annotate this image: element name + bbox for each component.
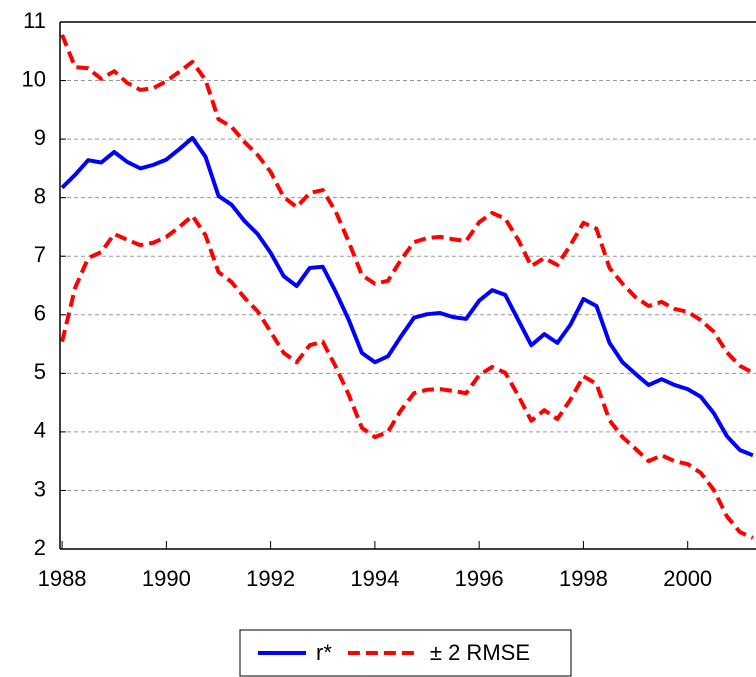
- y-tick-label: 4: [34, 418, 46, 443]
- line-series: [60, 213, 754, 540]
- y-tick-label: 10: [22, 66, 46, 91]
- legend-label: ± 2 RMSE: [430, 640, 530, 665]
- y-tick-label: 6: [34, 301, 46, 326]
- legend: r* ± 2 RMSE: [239, 629, 572, 677]
- x-tick-label: 1998: [559, 566, 608, 591]
- y-tick-label: 11: [23, 8, 46, 33]
- y-tick-label: 7: [34, 242, 46, 267]
- x-tick-label: 2000: [663, 566, 712, 591]
- y-tick-label: 5: [34, 359, 46, 384]
- x-tick-label: 1996: [455, 566, 504, 591]
- y-tick-label: 9: [34, 125, 46, 150]
- axes: 2 3 4 5 6 7 8 9 10 11 1988 1990 1992 1994 1996 1998 2000: [22, 8, 756, 591]
- line-series: [60, 34, 754, 375]
- x-tick-label: 1990: [142, 566, 191, 591]
- x-tick-label: 1988: [38, 566, 87, 591]
- y-tick-label: 2: [34, 535, 46, 560]
- grid: [60, 21, 756, 550]
- x-tick-label: 1994: [350, 566, 399, 591]
- line-series: [60, 135, 754, 458]
- legend-label: r*: [316, 640, 332, 665]
- y-tick-label: 8: [34, 183, 46, 208]
- plot-area: [60, 34, 754, 540]
- y-tick-label: 3: [34, 476, 46, 501]
- x-tick-label: 1992: [246, 566, 295, 591]
